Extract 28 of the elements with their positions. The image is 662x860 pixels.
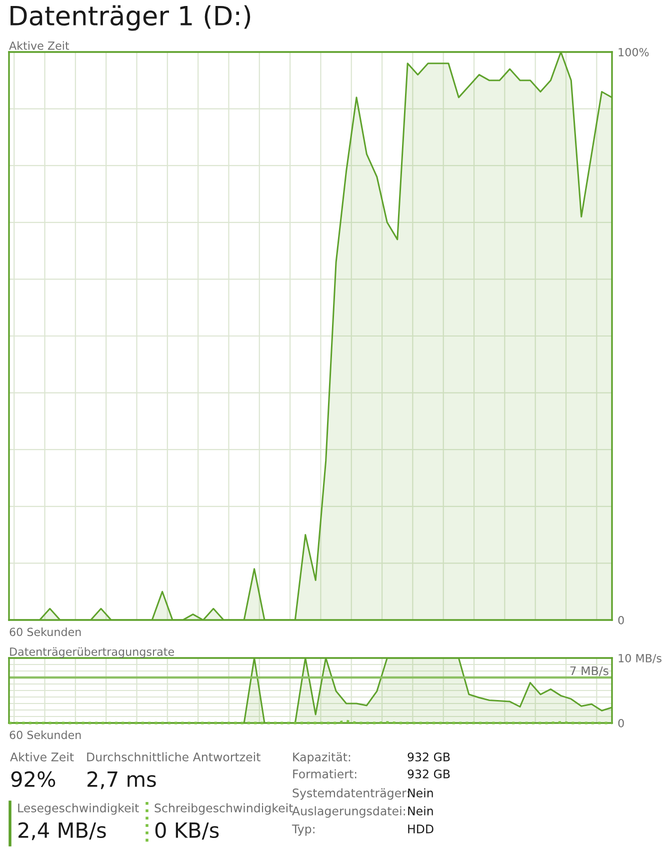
text: 2,7 ms xyxy=(88,771,156,790)
text: Auslagerungsdatei: xyxy=(292,806,405,818)
text: Kapazität: xyxy=(293,752,350,764)
text: Durchschnittliche Antwortzeit xyxy=(87,752,260,762)
text: 932 GB xyxy=(408,752,450,762)
y-tick-label: 10 MB/s xyxy=(618,654,662,664)
text: Nein xyxy=(408,806,433,816)
text: Aktive Zeit xyxy=(10,752,74,762)
y-axis-title: Aktive Zeit xyxy=(9,41,70,50)
text: Nein xyxy=(408,788,433,798)
y-tick-label: 0 xyxy=(618,616,624,624)
text: 0 KB/s xyxy=(155,822,219,840)
y-axis-title: Datenträgerübertragungsrate xyxy=(10,647,174,658)
x-axis-title: 60 Sekunden xyxy=(10,628,81,636)
y-tick-label: 0 xyxy=(618,718,624,728)
text: Formatiert: xyxy=(293,769,356,778)
x-axis-title: 60 Sekunden xyxy=(10,730,81,740)
chart-title: Datenträger 1 (D:) xyxy=(10,5,250,31)
ref-line-label: 7 MB/s xyxy=(570,666,608,676)
text: Lesegeschwindigkeit xyxy=(18,803,139,815)
text: 92% xyxy=(11,771,56,788)
text: Typ: xyxy=(292,824,314,836)
text: Schreibgeschwindigkeit xyxy=(154,803,293,815)
text: 932 GB xyxy=(408,769,450,778)
text: HDD xyxy=(408,824,434,834)
text: 2,4 MB/s xyxy=(18,822,106,840)
text: Systemdatenträger: xyxy=(292,788,409,800)
y-tick-label: 100% xyxy=(618,48,649,56)
